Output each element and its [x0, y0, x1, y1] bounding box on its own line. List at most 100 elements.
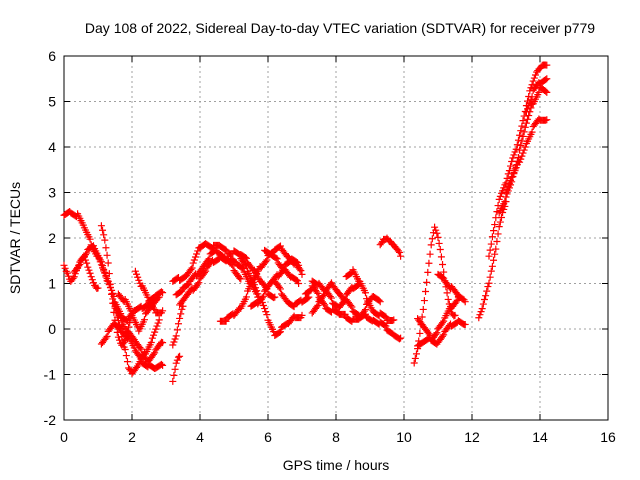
data-point [492, 214, 500, 222]
data-point [259, 292, 267, 300]
data-point [519, 149, 527, 157]
data-point [222, 246, 230, 254]
data-point [276, 328, 284, 336]
data-point [490, 256, 498, 264]
series-sat-h [131, 267, 167, 317]
data-point [313, 288, 321, 296]
data-point [170, 338, 178, 346]
data-point [295, 280, 303, 287]
data-point [187, 266, 195, 274]
data-point [254, 290, 262, 298]
data-point [159, 307, 167, 315]
data-point [276, 285, 284, 293]
data-point [252, 284, 260, 292]
data-point [507, 176, 515, 184]
data-point [509, 172, 517, 180]
data-point [148, 334, 156, 342]
data-point [514, 153, 522, 161]
data-point [134, 273, 142, 281]
data-point [172, 359, 180, 367]
x-tick-label: 12 [464, 429, 480, 445]
data-point [135, 276, 143, 284]
data-point [262, 308, 270, 316]
data-point [258, 294, 266, 302]
data-point [174, 353, 182, 361]
data-point [527, 96, 535, 104]
data-point [97, 258, 105, 266]
series-sat-ab [475, 198, 510, 322]
data-point [382, 322, 390, 330]
data-point [397, 252, 405, 260]
data-point [298, 311, 306, 319]
data-point [440, 331, 448, 339]
data-point [241, 261, 249, 269]
x-tick-label: 4 [196, 429, 204, 445]
data-point [314, 289, 322, 297]
data-marks [60, 61, 551, 385]
data-point [491, 250, 499, 258]
data-point [491, 221, 499, 229]
data-point [496, 192, 504, 200]
data-point [529, 77, 537, 85]
data-point [178, 287, 186, 295]
data-point [110, 308, 118, 316]
data-point [133, 363, 141, 371]
data-point [133, 270, 141, 278]
data-point [320, 299, 328, 307]
data-point [261, 305, 269, 313]
y-tick-label: 2 [48, 230, 56, 246]
data-point [360, 307, 368, 315]
data-point [321, 301, 329, 309]
data-point [513, 141, 521, 149]
series-sat-j [169, 302, 187, 349]
data-point [189, 259, 197, 267]
data-point [263, 256, 271, 264]
data-point [177, 288, 185, 296]
data-point [195, 279, 203, 287]
data-point [123, 358, 131, 366]
data-point [155, 293, 163, 301]
data-point [476, 311, 484, 319]
data-point [298, 270, 306, 278]
data-point [503, 185, 511, 193]
data-point [492, 245, 500, 253]
data-point [432, 330, 440, 338]
data-point [517, 142, 525, 150]
data-point [512, 145, 520, 153]
data-point [439, 332, 447, 340]
series-sat-x [410, 223, 459, 367]
data-point [440, 268, 448, 276]
data-point [131, 267, 139, 275]
data-point [327, 294, 335, 302]
data-point [439, 273, 447, 281]
data-point [416, 329, 424, 337]
series-sat-k [169, 240, 279, 302]
data-point [102, 273, 110, 281]
data-point [100, 265, 108, 273]
data-point [250, 281, 258, 289]
data-point [242, 262, 250, 270]
data-point [194, 280, 202, 288]
data-point [191, 253, 199, 261]
data-point [488, 262, 496, 270]
series-sat-ae [502, 83, 551, 196]
data-point [97, 222, 105, 230]
data-point [542, 87, 550, 95]
data-point [543, 116, 551, 124]
data-point [535, 88, 543, 96]
data-point [103, 332, 111, 340]
data-point [433, 329, 441, 337]
data-point [490, 227, 498, 235]
data-point [518, 137, 526, 145]
data-point [486, 246, 494, 254]
data-point [202, 267, 210, 275]
series-sat-m [176, 253, 245, 309]
data-point [86, 269, 94, 277]
series-sat-v [342, 266, 398, 324]
data-point [477, 308, 485, 316]
data-point [495, 223, 503, 231]
data-point [222, 317, 230, 325]
data-point [173, 356, 181, 364]
x-tick-label: 14 [532, 429, 548, 445]
